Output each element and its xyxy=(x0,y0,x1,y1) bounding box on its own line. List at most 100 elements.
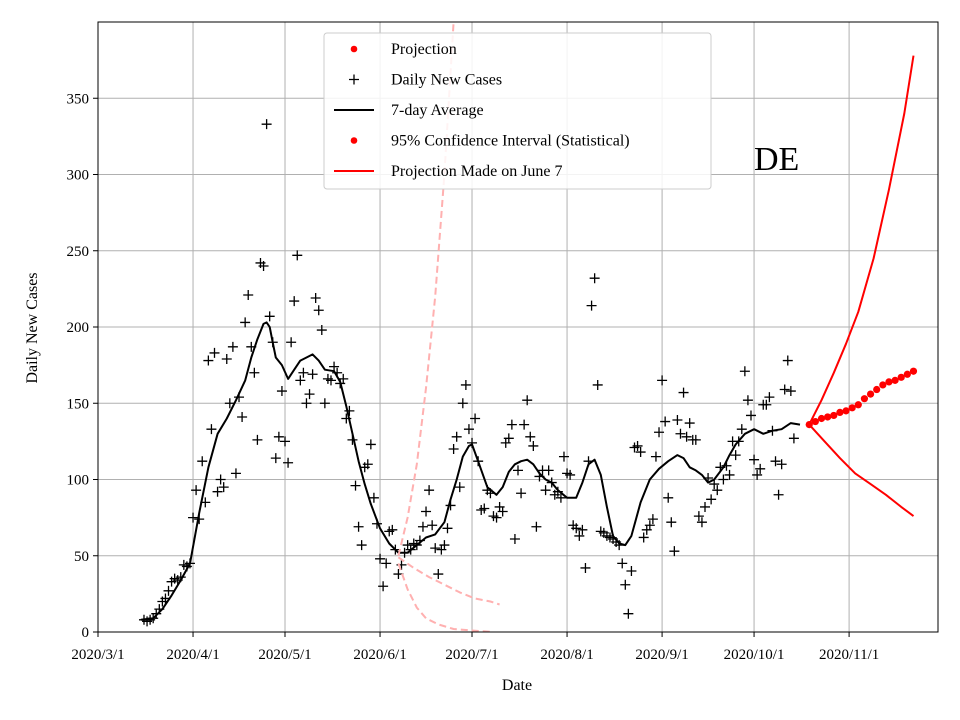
x-tick-label: 2020/4/1 xyxy=(166,647,219,663)
daily-case-marker xyxy=(430,543,441,554)
daily-case-marker xyxy=(592,379,603,390)
daily-case-marker xyxy=(191,485,202,496)
daily-case-marker xyxy=(362,459,373,470)
daily-case-marker xyxy=(203,355,214,366)
daily-case-marker xyxy=(693,511,704,522)
projection-point xyxy=(879,381,887,389)
projection-point xyxy=(873,385,881,394)
daily-case-marker xyxy=(463,424,474,435)
projection-point xyxy=(885,378,893,386)
daily-case-marker xyxy=(261,119,272,130)
daily-case-marker xyxy=(654,427,665,438)
daily-case-marker xyxy=(497,506,508,517)
daily-case-marker xyxy=(387,524,398,535)
daily-case-marker xyxy=(623,608,634,619)
daily-case-marker xyxy=(304,389,315,400)
daily-case-marker xyxy=(470,413,481,424)
legend-entry: Daily New Cases xyxy=(349,72,502,89)
daily-case-marker xyxy=(270,453,281,464)
legend-frame xyxy=(323,32,712,190)
daily-case-marker xyxy=(368,492,379,503)
daily-case-marker xyxy=(519,419,530,430)
projection-point xyxy=(897,373,905,381)
daily-case-marker xyxy=(442,523,453,534)
daily-case-marker xyxy=(454,482,465,493)
series-layer xyxy=(138,22,918,632)
daily-case-marker xyxy=(417,521,428,532)
y-tick-label: 250 xyxy=(67,244,90,260)
daily-case-marker xyxy=(745,410,756,421)
daily-case-marker xyxy=(666,517,677,528)
daily-case-marker xyxy=(252,434,263,445)
daily-case-marker xyxy=(503,433,514,444)
daily-case-marker xyxy=(525,431,536,442)
daily-case-marker xyxy=(230,468,241,479)
daily-case-marker xyxy=(638,532,649,543)
y-tick-label: 300 xyxy=(67,168,90,184)
legend-dot-marker xyxy=(350,45,358,53)
daily-case-marker xyxy=(427,520,438,531)
projection-point xyxy=(817,414,826,423)
y-tick-label: 100 xyxy=(67,473,90,489)
y-tick-label: 150 xyxy=(67,396,90,412)
daily-case-marker xyxy=(289,296,300,307)
x-tick-label: 2020/6/1 xyxy=(353,647,406,663)
x-tick-label: 2020/5/1 xyxy=(258,647,311,663)
legend-plus-marker xyxy=(349,74,359,85)
projection-made-on-june-7-lower-line xyxy=(397,563,494,632)
daily-case-marker xyxy=(589,273,600,284)
daily-case-marker xyxy=(353,521,364,532)
daily-case-marker xyxy=(329,361,340,372)
daily-case-marker xyxy=(506,419,517,430)
daily-case-marker xyxy=(240,317,251,328)
daily-case-marker xyxy=(280,436,291,447)
daily-case-marker xyxy=(709,479,720,490)
daily-case-marker xyxy=(298,367,309,378)
daily-case-marker xyxy=(543,465,554,476)
legend-entry: 7-day Average xyxy=(334,102,484,119)
daily-case-marker xyxy=(696,517,707,528)
daily-case-marker xyxy=(718,474,729,485)
daily-case-marker xyxy=(528,440,539,451)
daily-case-marker xyxy=(776,459,787,470)
x-axis-label: Date xyxy=(502,677,532,694)
daily-case-marker xyxy=(764,392,775,403)
legend: Projection Daily New Cases 7-day Average 95… xyxy=(323,32,712,190)
legend-label: Projection xyxy=(391,41,457,58)
legend-label: Daily New Cases xyxy=(391,72,502,89)
projection-point xyxy=(848,404,856,412)
daily-case-marker xyxy=(586,300,597,311)
daily-case-marker xyxy=(580,562,591,573)
daily-case-marker xyxy=(448,444,459,454)
daily-case-marker xyxy=(215,474,226,485)
daily-case-marker xyxy=(292,250,303,261)
daily-case-marker xyxy=(675,428,686,439)
projection-point xyxy=(836,408,844,416)
7-day-average-line xyxy=(140,321,801,621)
daily-case-marker xyxy=(684,418,695,429)
daily-case-marker xyxy=(227,341,238,352)
95-confidence-interval-statistical-lower-line xyxy=(808,423,915,517)
y-axis-label: Daily New Cases xyxy=(24,272,41,383)
daily-case-marker xyxy=(678,387,689,398)
daily-case-marker xyxy=(660,416,671,427)
daily-case-marker xyxy=(460,379,471,390)
projection-point xyxy=(909,367,918,375)
daily-case-marker xyxy=(421,506,432,517)
daily-case-marker xyxy=(749,454,760,465)
daily-case-marker xyxy=(663,492,674,503)
daily-case-marker xyxy=(736,424,747,435)
daily-case-marker xyxy=(381,558,392,569)
daily-case-marker xyxy=(316,325,327,336)
y-tick-label: 200 xyxy=(67,320,90,336)
daily-case-marker xyxy=(785,386,796,397)
daily-case-marker xyxy=(197,456,208,467)
daily-case-marker xyxy=(188,512,199,523)
daily-case-marker xyxy=(739,366,750,377)
daily-case-marker xyxy=(301,398,312,409)
projection-made-on-june-7-lower-series xyxy=(397,563,494,632)
daily-case-marker xyxy=(779,384,790,395)
daily-case-marker xyxy=(742,395,753,406)
projection-point xyxy=(830,411,838,420)
daily-case-marker xyxy=(770,456,781,467)
